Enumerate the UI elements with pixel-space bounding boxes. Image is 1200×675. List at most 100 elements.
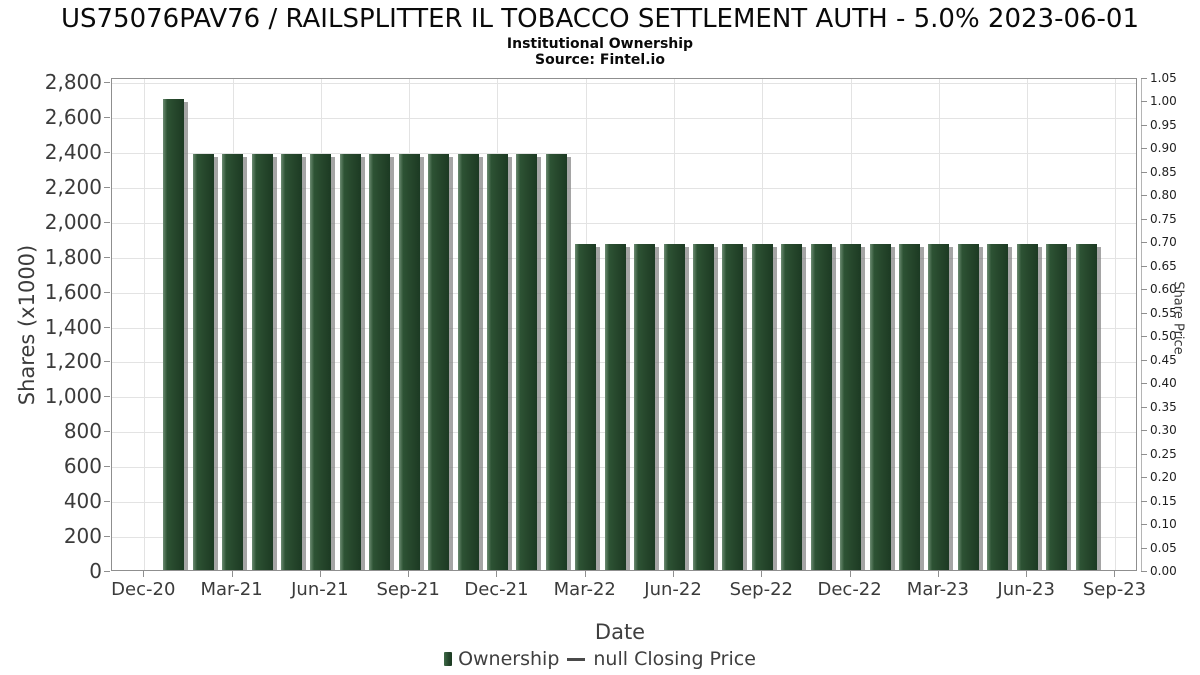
plot-area [111,78,1137,571]
ownership-bar [163,99,185,570]
ownership-bar [339,153,361,570]
y-right-tick [1141,524,1147,526]
ownership-bar [722,244,744,570]
y-left-tick-label: 400 [63,489,102,514]
y-right-tick [1141,547,1147,549]
ownership-bar [280,153,302,570]
y-left-tick [104,571,110,572]
y-right-tick [1141,218,1147,220]
legend: Ownership null Closing Price [0,646,1200,672]
ownership-bar [310,153,332,570]
y-left-tick [104,361,110,363]
y-right-tick [1141,242,1147,244]
ownership-bar [1016,244,1038,570]
y-left-tick-label: 2,000 [44,209,102,234]
ownership-bar [957,244,979,570]
x-tick [1114,571,1116,577]
y-left-tick [104,82,110,84]
y-right-tick [1141,477,1147,479]
ownership-bar [251,153,273,570]
ownership-bar [222,153,244,570]
ownership-bar [987,244,1009,570]
right-axis-line [1141,78,1142,571]
y-right-tick-label: 0.35 [1150,399,1177,414]
x-tick [408,571,410,577]
y-right-tick [1141,101,1147,103]
x-tick [231,571,233,577]
ownership-bar [810,244,832,570]
ownership-bar [898,244,920,570]
ownership-bar [516,153,538,570]
y-right-tick [1141,359,1147,361]
ownership-bar [781,244,803,570]
ownership-bar [604,244,626,570]
chart-source-label: Source: Fintel.io [535,52,665,68]
y-right-tick [1141,195,1147,197]
x-tick [584,571,586,577]
y-left-tick-label: 1,600 [44,279,102,304]
ownership-bar [486,153,508,570]
y-left-tick [104,291,110,293]
y-right-tick-label: 0.70 [1150,235,1177,250]
h-gridline [112,222,1136,224]
y-right-tick-label: 0.50 [1150,329,1177,344]
x-tick [1026,571,1028,577]
y-axis-title-right: Share Price [1170,281,1186,355]
y-right-tick-label: 0.25 [1150,446,1177,461]
y-right-tick [1141,171,1147,173]
x-axis-title: Date [594,620,646,644]
y-right-tick [1141,124,1147,126]
y-left-tick-label: 1,200 [44,349,102,374]
y-left-tick-label: 600 [63,454,102,479]
x-tick-label: Dec-21 [464,579,529,600]
y-left-tick-label: 0 [89,559,102,583]
y-left-tick-label: 2,600 [44,104,102,129]
y-right-tick-label: 1.00 [1150,94,1177,109]
ownership-bar [928,244,950,570]
ownership-bar [869,244,891,570]
x-tick-label: Jun-22 [644,579,702,600]
y-left-tick [104,116,110,118]
ownership-bar [1046,244,1068,570]
y-right-tick-label: 0.00 [1150,564,1177,578]
ownership-bar [1075,244,1097,570]
ownership-series-swatch-icon [444,652,453,666]
y-right-tick-label: 0.15 [1150,493,1177,508]
y-right-tick [1141,265,1147,267]
ownership-bar [634,244,656,570]
x-tick-label: Sep-22 [729,579,793,600]
y-right-tick [1141,453,1147,455]
y-right-tick-label: 0.95 [1150,117,1177,132]
ownership-bar [663,244,685,570]
legend-label-closing-price: null Closing Price [593,648,756,670]
y-right-tick [1141,336,1147,338]
x-tick [143,571,145,577]
y-right-tick [1141,571,1147,572]
y-right-tick-label: 0.55 [1150,305,1177,320]
x-tick-label: Jun-21 [291,579,349,600]
y-right-tick [1141,430,1147,432]
ownership-bar [398,153,420,570]
x-tick [849,571,851,577]
x-tick [937,571,939,577]
h-gridline [112,83,1136,85]
x-tick [761,571,763,577]
y-right-tick-label: 0.80 [1150,188,1177,203]
y-left-tick [104,151,110,153]
x-tick-label: Mar-21 [200,579,263,600]
v-gridline [1115,79,1117,570]
chart-subtitle: Institutional Ownership [506,36,694,52]
y-right-tick [1141,406,1147,408]
y-right-tick-label: 0.20 [1150,470,1177,485]
y-right-tick [1141,148,1147,150]
y-right-tick-label: 0.85 [1150,164,1177,179]
y-right-tick-label: 0.30 [1150,423,1177,438]
h-gridline [112,117,1136,119]
legend-label-ownership: Ownership [458,648,560,670]
y-left-tick [104,501,110,503]
y-right-tick-label: 0.40 [1150,376,1177,391]
closing-price-line-swatch-icon [567,657,586,661]
x-tick-label: Jun-23 [997,579,1055,600]
y-left-tick-label: 2,800 [44,70,102,95]
y-left-tick [104,186,110,188]
